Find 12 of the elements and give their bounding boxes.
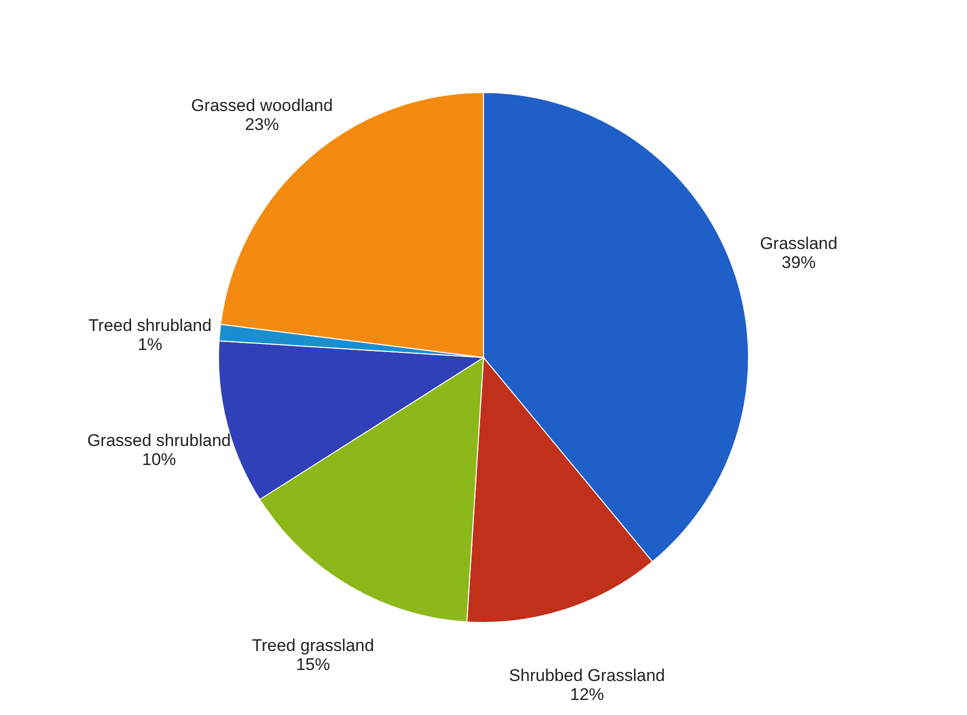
slice-label: Treed shrubland [88, 316, 212, 335]
data-label: 1% [138, 334, 162, 354]
slice-label: Grassed woodland [191, 96, 333, 116]
data-label: 10% [142, 450, 176, 469]
data-label: 12% [570, 685, 604, 704]
slice-label: Treed grassland [252, 636, 374, 655]
data-label: 39% [782, 253, 816, 272]
data-label: 23% [244, 115, 279, 134]
slice-label: Shrubbed Grassland [509, 666, 665, 686]
slice-label: Grassland [760, 234, 838, 254]
data-label: 15% [296, 654, 330, 674]
slice-label: Grassed shrubland [87, 430, 231, 450]
